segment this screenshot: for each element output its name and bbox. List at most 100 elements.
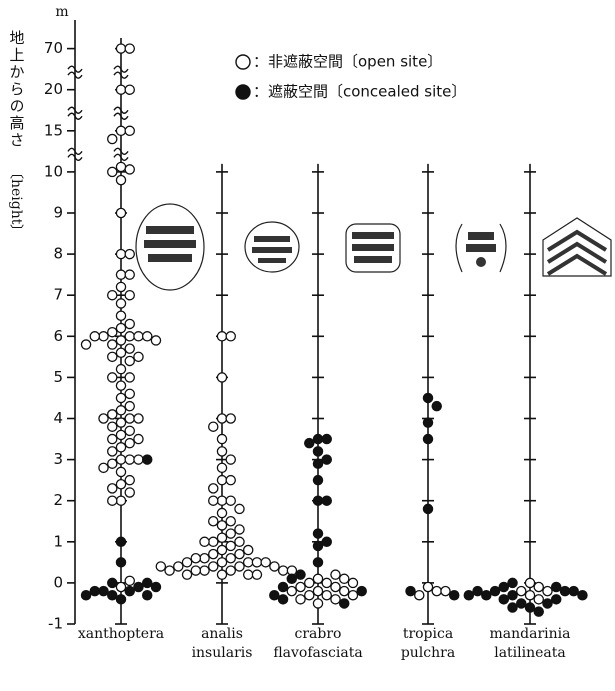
dot	[116, 365, 125, 374]
dot	[348, 578, 357, 587]
dot	[116, 455, 125, 464]
dot	[116, 348, 125, 357]
y-tick-label: 70	[44, 39, 63, 57]
dot	[116, 323, 125, 332]
dot	[235, 562, 244, 571]
dot	[209, 484, 218, 493]
dot	[235, 525, 244, 534]
dot	[423, 393, 432, 402]
dot	[116, 558, 125, 567]
dot	[313, 587, 322, 596]
dot	[226, 332, 235, 341]
dot	[134, 332, 143, 341]
dot	[217, 414, 226, 423]
dot	[116, 85, 125, 94]
y-tick-label: 0	[53, 573, 63, 591]
dot	[108, 434, 117, 443]
dot	[108, 496, 117, 505]
dot	[108, 422, 117, 431]
dot	[235, 550, 244, 559]
dot	[116, 44, 125, 53]
dot	[116, 282, 125, 291]
chart: m 地上からの高さ 〔height〕 -1012345678910152070x…	[0, 0, 615, 691]
dot	[108, 484, 117, 493]
dot	[499, 582, 508, 591]
dot	[108, 459, 117, 468]
dot	[322, 537, 331, 546]
dot	[143, 332, 152, 341]
dot	[313, 496, 322, 505]
dot	[423, 504, 432, 513]
nest-illustrations	[136, 204, 611, 290]
dot	[99, 414, 108, 423]
dot	[322, 496, 331, 505]
dot	[81, 340, 90, 349]
dot	[534, 582, 543, 591]
dot	[432, 402, 441, 411]
y-tick-label: 5	[53, 368, 63, 386]
dot	[125, 344, 134, 353]
dot	[134, 434, 143, 443]
dot	[322, 578, 331, 587]
dot	[406, 587, 415, 596]
dot	[116, 299, 125, 308]
dot	[441, 587, 450, 596]
dot	[415, 591, 424, 600]
dot	[116, 480, 125, 489]
dot	[125, 165, 134, 174]
dot	[560, 587, 569, 596]
dot	[261, 558, 270, 567]
dot	[209, 422, 218, 431]
dot	[499, 595, 508, 604]
dot	[116, 582, 125, 591]
dot	[125, 389, 134, 398]
dot	[217, 533, 226, 542]
dot	[151, 582, 160, 591]
dot	[209, 562, 218, 571]
dot	[244, 558, 253, 567]
dot	[125, 439, 134, 448]
dot	[217, 434, 226, 443]
dot	[305, 591, 314, 600]
dot	[217, 570, 226, 579]
dot	[99, 463, 108, 472]
dot	[200, 554, 209, 563]
dot	[125, 291, 134, 300]
dot	[116, 208, 125, 217]
dot	[143, 578, 152, 587]
x-tick-label: tropica	[403, 626, 453, 642]
dot	[108, 591, 117, 600]
dot	[217, 447, 226, 456]
y-tick-label: 10	[44, 162, 63, 180]
dot	[90, 587, 99, 596]
y-tick-label: 9	[53, 204, 63, 222]
legend-marker	[236, 85, 250, 99]
dot	[534, 595, 543, 604]
dot	[108, 410, 117, 419]
dot	[569, 587, 578, 596]
dot	[217, 476, 226, 485]
dot	[226, 529, 235, 538]
dot	[226, 496, 235, 505]
dot	[143, 591, 152, 600]
dot	[108, 447, 117, 456]
dot	[125, 319, 134, 328]
legend-label: ：遮蔽空間〔concealed site〕	[253, 83, 466, 101]
dot	[191, 554, 200, 563]
dot	[313, 459, 322, 468]
dot	[226, 455, 235, 464]
dot	[116, 126, 125, 135]
dot	[116, 270, 125, 279]
dot	[473, 587, 482, 596]
x-tick-label: flavofasciata	[273, 645, 362, 661]
dot	[134, 455, 143, 464]
dot	[200, 566, 209, 575]
dot	[508, 578, 517, 587]
x-tick-label: mandarinia	[490, 626, 571, 642]
dot	[174, 562, 183, 571]
dot	[244, 570, 253, 579]
dot	[108, 373, 117, 382]
dot	[252, 570, 261, 579]
dot	[340, 599, 349, 608]
dot	[217, 521, 226, 530]
